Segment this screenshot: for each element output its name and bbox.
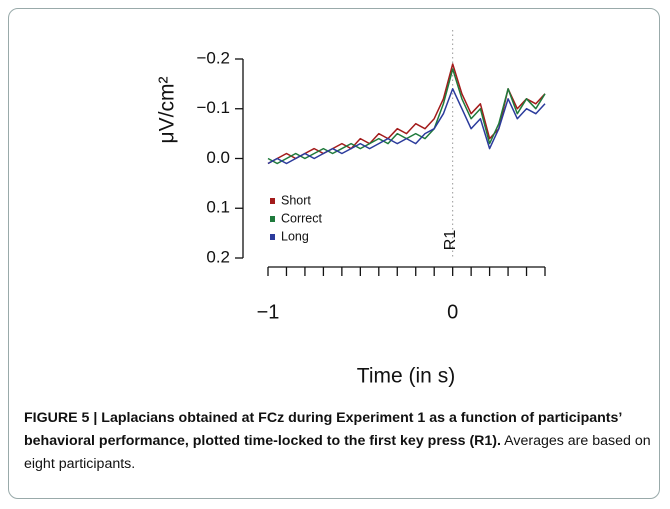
frame (8, 8, 660, 499)
y-tick-label: 0.1 (206, 198, 230, 217)
y-tick-label: 0.2 (206, 247, 230, 266)
x-tick-label: −1 (257, 301, 280, 323)
series-line (267, 88, 546, 165)
legend-swatch (270, 198, 275, 204)
y-axis-label: μV/cm² (156, 77, 179, 144)
legend-label: Long (281, 229, 309, 243)
legend-label: Short (281, 193, 311, 207)
legend-swatch (270, 234, 275, 240)
x-tick-label: 0 (447, 301, 458, 323)
annotation: R1 (442, 230, 459, 251)
chart: μV/cm² Time (in s) −0.2 −0.1 0.0 0.1 0.2 −1 0 R… (156, 30, 546, 388)
caption: FIGURE 5 | Laplacians obtained at FCz du… (24, 407, 652, 476)
caption-label: FIGURE 5 | Laplacians obtained at FCz du… (24, 410, 622, 449)
legend-swatch (270, 216, 275, 222)
y-tick-label: 0.0 (206, 148, 230, 167)
caption-text: Averages are based on eight participants… (24, 433, 651, 472)
y-tick-label: −0.2 (196, 48, 230, 67)
legend-label: Correct (281, 211, 323, 225)
x-axis-label: Time (in s) (357, 365, 455, 388)
y-tick-label: −0.1 (196, 98, 230, 117)
